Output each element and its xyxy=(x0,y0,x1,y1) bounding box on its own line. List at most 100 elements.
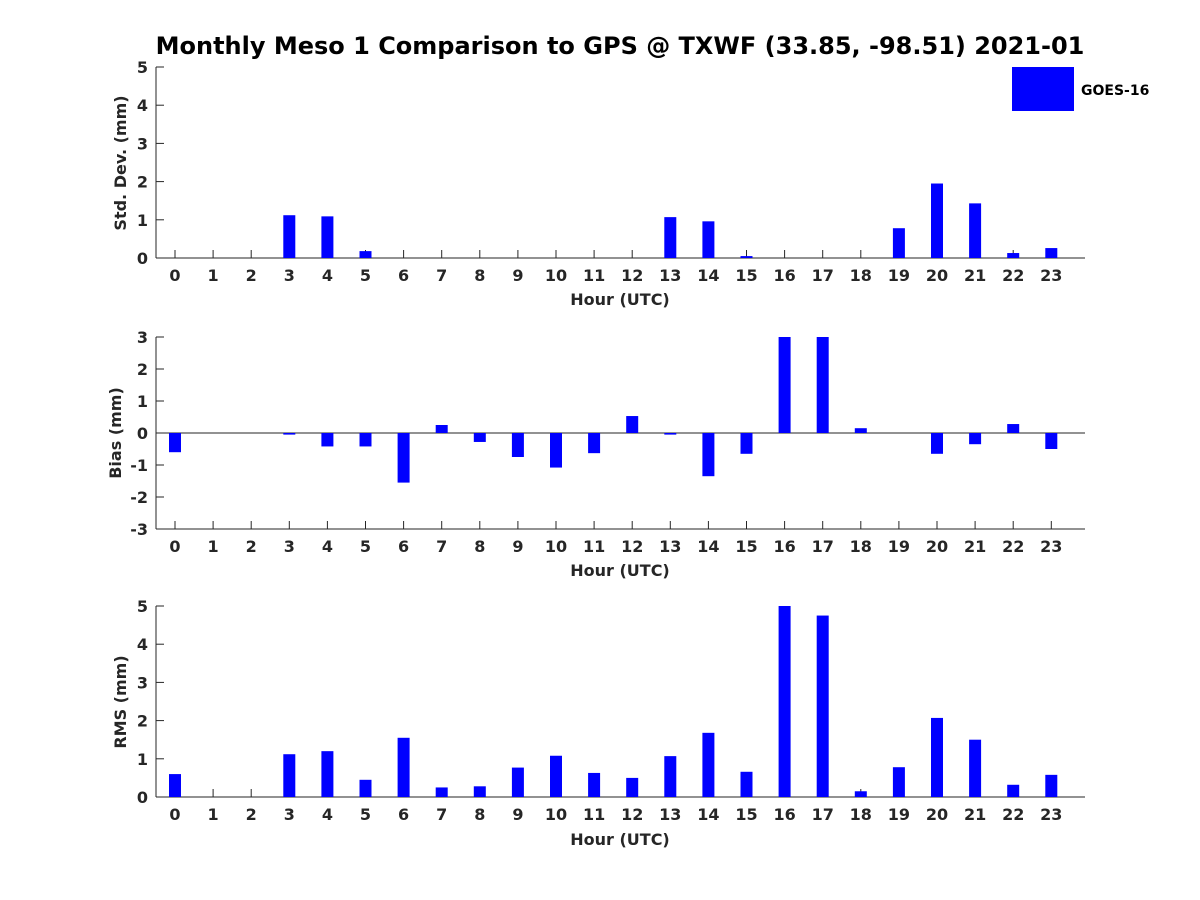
bias-bar-hour-11 xyxy=(588,433,601,454)
rms-xtick-label: 5 xyxy=(360,805,371,824)
bias-bar-hour-22 xyxy=(1007,424,1020,433)
chart-title: Monthly Meso 1 Comparison to GPS @ TXWF … xyxy=(156,32,1085,60)
rms-bar-hour-16 xyxy=(778,606,791,797)
bias-xtick-label: 9 xyxy=(512,537,523,556)
std-dev-xtick-label: 6 xyxy=(398,266,409,285)
legend-swatch xyxy=(1012,67,1074,111)
bias-ytick-label: -2 xyxy=(130,488,148,507)
std-dev-bar-hour-15 xyxy=(740,256,753,258)
bias-xtick-label: 15 xyxy=(735,537,757,556)
std-dev-xtick-label: 5 xyxy=(360,266,371,285)
rms-bar-hour-3 xyxy=(283,754,296,797)
rms-xtick-label: 20 xyxy=(926,805,948,824)
std-dev-xtick-label: 13 xyxy=(659,266,681,285)
std-dev-xtick-label: 3 xyxy=(284,266,295,285)
bias-xtick-label: 4 xyxy=(322,537,333,556)
bias-xtick-label: 10 xyxy=(545,537,567,556)
rms-xtick-label: 2 xyxy=(246,805,257,824)
std-dev-ytick-label: 3 xyxy=(137,134,148,153)
rms-xtick-label: 19 xyxy=(888,805,910,824)
rms-xtick-label: 12 xyxy=(621,805,643,824)
rms-xtick-label: 7 xyxy=(436,805,447,824)
std-dev-xtick-label: 22 xyxy=(1002,266,1024,285)
std-dev-xtick-label: 21 xyxy=(964,266,986,285)
rms-bar-hour-20 xyxy=(931,717,943,797)
std-dev-xtick-label: 0 xyxy=(169,266,180,285)
std-dev-bar-hour-3 xyxy=(283,215,296,258)
rms-bar-hour-0 xyxy=(169,774,181,797)
rms-xtick-label: 8 xyxy=(474,805,485,824)
std-dev-xtick-label: 11 xyxy=(583,266,605,285)
bias-xtick-label: 19 xyxy=(888,537,910,556)
rms-bar-hour-9 xyxy=(511,767,524,797)
std-dev-xtick-label: 20 xyxy=(926,266,948,285)
bias-xlabel: Hour (UTC) xyxy=(570,561,670,580)
rms-xtick-label: 9 xyxy=(512,805,523,824)
legend-label: GOES-16 xyxy=(1081,83,1149,99)
rms-xlabel: Hour (UTC) xyxy=(570,830,670,849)
rms-bar-hour-6 xyxy=(397,737,410,797)
bias-ytick-label: 2 xyxy=(137,360,148,379)
std-dev-bar-hour-22 xyxy=(1007,253,1020,258)
bias-ytick-label: 0 xyxy=(137,424,148,443)
rms-xtick-label: 14 xyxy=(697,805,719,824)
bias-xtick-label: 20 xyxy=(926,537,948,556)
bias-xtick-label: 21 xyxy=(964,537,986,556)
bias-ytick-label: 3 xyxy=(137,328,148,347)
std-dev-ytick-label: 0 xyxy=(137,249,148,268)
bias-xtick-label: 22 xyxy=(1002,537,1024,556)
rms-xtick-label: 4 xyxy=(322,805,333,824)
std-dev-xtick-label: 18 xyxy=(850,266,872,285)
bias-xtick-label: 0 xyxy=(169,537,180,556)
std-dev-xtick-label: 17 xyxy=(812,266,834,285)
rms-bar-hour-14 xyxy=(702,732,715,797)
bias-xtick-label: 8 xyxy=(474,537,485,556)
std-dev-ytick-label: 1 xyxy=(137,211,148,230)
rms-bar-hour-10 xyxy=(550,755,562,797)
rms-bar-hour-18 xyxy=(854,791,867,797)
std-dev-xtick-label: 19 xyxy=(888,266,910,285)
rms-ytick-label: 1 xyxy=(137,750,148,769)
bias-bar-hour-23 xyxy=(1045,433,1058,449)
rms-xtick-label: 3 xyxy=(284,805,295,824)
std-dev-xtick-label: 4 xyxy=(322,266,333,285)
bias-xtick-label: 16 xyxy=(773,537,795,556)
bias-xtick-label: 1 xyxy=(208,537,219,556)
rms-ylabel: RMS (mm) xyxy=(111,655,130,748)
rms-bar-hour-7 xyxy=(435,787,448,797)
std-dev-xtick-label: 15 xyxy=(735,266,757,285)
rms-xtick-label: 13 xyxy=(659,805,681,824)
bias-bar-hour-12 xyxy=(626,416,639,433)
rms-bar-hour-22 xyxy=(1007,784,1020,797)
rms-xtick-label: 1 xyxy=(208,805,219,824)
std-dev-bar-hour-4 xyxy=(321,216,334,258)
std-dev-ytick-label: 5 xyxy=(137,58,148,77)
bias-bar-hour-8 xyxy=(473,433,486,442)
std-dev-bar-hour-23 xyxy=(1045,248,1058,258)
bias-bar-hour-0 xyxy=(169,433,181,453)
std-dev-xtick-label: 16 xyxy=(773,266,795,285)
bias-xtick-label: 18 xyxy=(850,537,872,556)
bias-ytick-label: -3 xyxy=(130,520,148,539)
bias-bar-hour-15 xyxy=(740,433,753,454)
rms-xtick-label: 18 xyxy=(850,805,872,824)
std-dev-xtick-label: 9 xyxy=(512,266,523,285)
rms-ytick-label: 3 xyxy=(137,673,148,692)
rms-bar-hour-11 xyxy=(588,772,601,797)
std-dev-bar-hour-21 xyxy=(969,203,982,258)
bias-bar-hour-20 xyxy=(931,433,943,454)
bias-xtick-label: 11 xyxy=(583,537,605,556)
std-dev-ytick-label: 4 xyxy=(137,96,148,115)
bias-ytick-label: -1 xyxy=(130,456,148,475)
bias-xtick-label: 17 xyxy=(812,537,834,556)
bias-xtick-label: 5 xyxy=(360,537,371,556)
rms-xtick-label: 22 xyxy=(1002,805,1024,824)
bias-bar-hour-14 xyxy=(702,433,715,477)
bias-bar-hour-10 xyxy=(550,433,562,468)
bias-bar-hour-6 xyxy=(397,433,410,483)
rms-ytick-label: 0 xyxy=(137,788,148,807)
bias-bar-hour-21 xyxy=(969,433,982,445)
std-dev-ytick-label: 2 xyxy=(137,173,148,192)
